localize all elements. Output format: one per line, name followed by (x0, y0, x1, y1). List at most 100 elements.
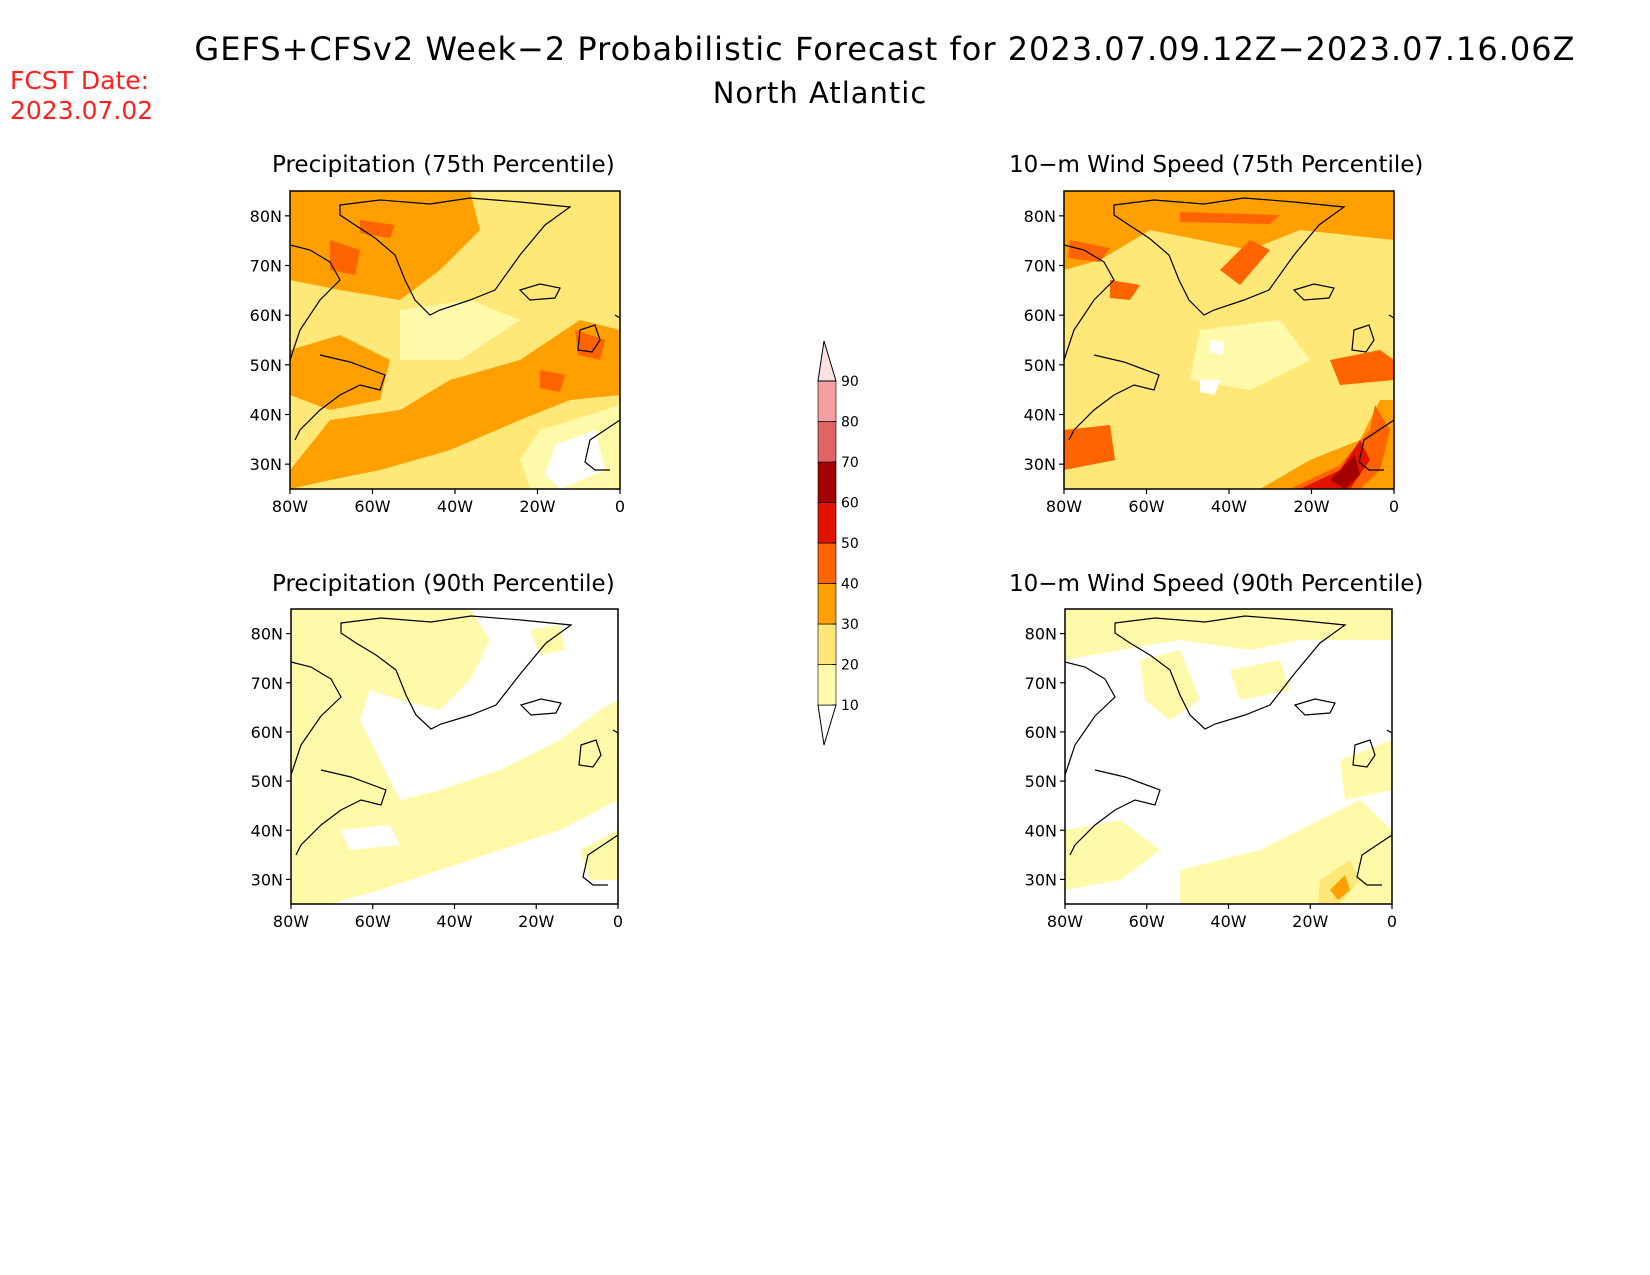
lat-label-wind75: 50N (1024, 356, 1056, 375)
lat-label-wind75: 40N (1024, 406, 1056, 425)
colorbar-label: 30 (841, 617, 859, 633)
lat-label-wind75: 30N (1024, 455, 1056, 474)
colorbar-label: 60 (841, 496, 859, 512)
lon-label-wind75: 0 (1389, 497, 1399, 516)
map-wind75 (1063, 190, 1395, 490)
lat-label-wind90: 30N (1025, 870, 1057, 889)
lon-label-precip90: 20W (518, 912, 554, 931)
colorbar-segment (817, 542, 837, 584)
lat-label-wind90: 40N (1025, 821, 1057, 840)
lat-label-wind75: 80N (1024, 207, 1056, 226)
axes-layer: 80N 70N 60N 50N 40N 30N 80W 60W 40W 20W 0 80N 70N 60N… (250, 207, 1399, 931)
shade-canary-30-40 (1330, 875, 1350, 900)
shade-iberia-10-20 (580, 830, 618, 880)
lon-label-precip90: 40W (436, 912, 472, 931)
shade-greenland-e-40-50 (1220, 240, 1270, 285)
map-precip90 (290, 608, 619, 905)
fcst-date-value: 2023.07.02 (10, 96, 154, 125)
coastlines-precip75 (290, 197, 620, 471)
shade-labrador-30-40 (290, 191, 480, 300)
colorbar-label: 80 (841, 415, 859, 431)
colorbar-label: 70 (841, 455, 859, 471)
shade-uk-40-50 (1330, 350, 1394, 385)
shade-baffin-40-50 (1068, 240, 1110, 262)
lon-label-precip75: 60W (354, 497, 390, 516)
region-subtitle: North Atlantic (712, 76, 928, 110)
lat-label-precip75: 50N (250, 356, 282, 375)
lon-label-precip75: 20W (519, 497, 555, 516)
lon-label-precip90: 0 (613, 912, 623, 931)
coastlines-wind75 (1064, 197, 1394, 471)
shade-newengland-30-40 (290, 335, 390, 410)
colorbar-label: 90 (841, 374, 859, 390)
colorbar-segment (817, 461, 837, 503)
colorbar-over-triangle (817, 340, 837, 382)
colorbar-label: 10 (841, 698, 859, 714)
lat-label-precip90: 50N (251, 772, 283, 791)
shade-uk-10-20 (1340, 740, 1392, 800)
shade-central2-below-10 (1200, 380, 1220, 395)
lon-label-precip90: 80W (273, 912, 309, 931)
shade-central-below-10 (1210, 340, 1225, 355)
map-precip75 (289, 190, 621, 490)
colorbar-label: 50 (841, 536, 859, 552)
colorbar-segment (817, 664, 837, 706)
shade-labsea-40-50 (1110, 280, 1140, 300)
lon-label-wind90: 40W (1210, 912, 1246, 931)
colorbar-segment (817, 583, 837, 625)
shade-ne-10-20 (530, 625, 565, 655)
lon-label-wind75: 40W (1211, 497, 1247, 516)
lat-label-precip90: 70N (251, 674, 283, 693)
lat-label-precip75: 80N (250, 207, 282, 226)
lat-label-precip75: 60N (250, 306, 282, 325)
shade-arctic-30-40 (1064, 191, 1394, 270)
shade-greenland-10-20 (1140, 650, 1200, 720)
lon-label-wind90: 0 (1387, 912, 1397, 931)
lat-label-wind90: 60N (1025, 723, 1057, 742)
lat-label-precip75: 40N (250, 406, 282, 425)
lon-label-precip75: 40W (437, 497, 473, 516)
lat-label-precip90: 30N (251, 870, 283, 889)
lat-label-precip90: 60N (251, 723, 283, 742)
colorbar-segment (817, 502, 837, 544)
lon-label-wind75: 80W (1046, 497, 1082, 516)
shade-east-10-20 (1230, 660, 1290, 700)
shade-iberia-below-10 (545, 430, 605, 489)
panel-title-precip75: Precipitation (75th Percentile) (272, 152, 615, 178)
panel-title-wind75: 10−m Wind Speed (75th Percentile) (1009, 152, 1424, 178)
shade-canary-60-70 (1330, 455, 1360, 489)
lat-label-wind75: 60N (1024, 306, 1056, 325)
colorbar-segment (817, 623, 837, 665)
panel-title-precip90: Precipitation (90th Percentile) (272, 571, 615, 597)
panel-title-wind90: 10−m Wind Speed (90th Percentile) (1009, 571, 1424, 597)
fcst-date-label: FCST Date: (10, 66, 150, 95)
shade-hudson-40-50 (330, 240, 360, 275)
shade-storm-40-50 (540, 370, 565, 392)
lat-label-precip75: 70N (250, 257, 282, 276)
coastlines-precip90 (291, 615, 618, 886)
lon-label-precip75: 80W (272, 497, 308, 516)
lat-label-wind90: 70N (1025, 674, 1057, 693)
lat-label-wind75: 70N (1024, 257, 1056, 276)
lat-label-wind90: 50N (1025, 772, 1057, 791)
lon-label-precip90: 60W (355, 912, 391, 931)
lon-label-precip75: 0 (615, 497, 625, 516)
lon-label-wind75: 60W (1128, 497, 1164, 516)
shade-gap-below-10 (340, 825, 400, 850)
lat-label-precip90: 80N (251, 625, 283, 644)
shade-uk-40-50 (575, 330, 605, 360)
shade-central-10-20 (1190, 320, 1310, 390)
colorbar-segment (817, 380, 837, 422)
lon-label-wind90: 80W (1047, 912, 1083, 931)
colorbar-label: 20 (841, 658, 859, 674)
colorbar-under-triangle (817, 704, 837, 746)
colorbar-label: 40 (841, 577, 859, 593)
map-wind90 (1064, 608, 1393, 905)
lon-label-wind90: 20W (1292, 912, 1328, 931)
lon-label-wind90: 60W (1129, 912, 1165, 931)
shade-stormtrack-30-40 (290, 320, 620, 489)
shade-greenland-n-40-50 (1180, 212, 1280, 224)
lat-label-precip90: 40N (251, 821, 283, 840)
lat-label-wind90: 80N (1025, 625, 1057, 644)
